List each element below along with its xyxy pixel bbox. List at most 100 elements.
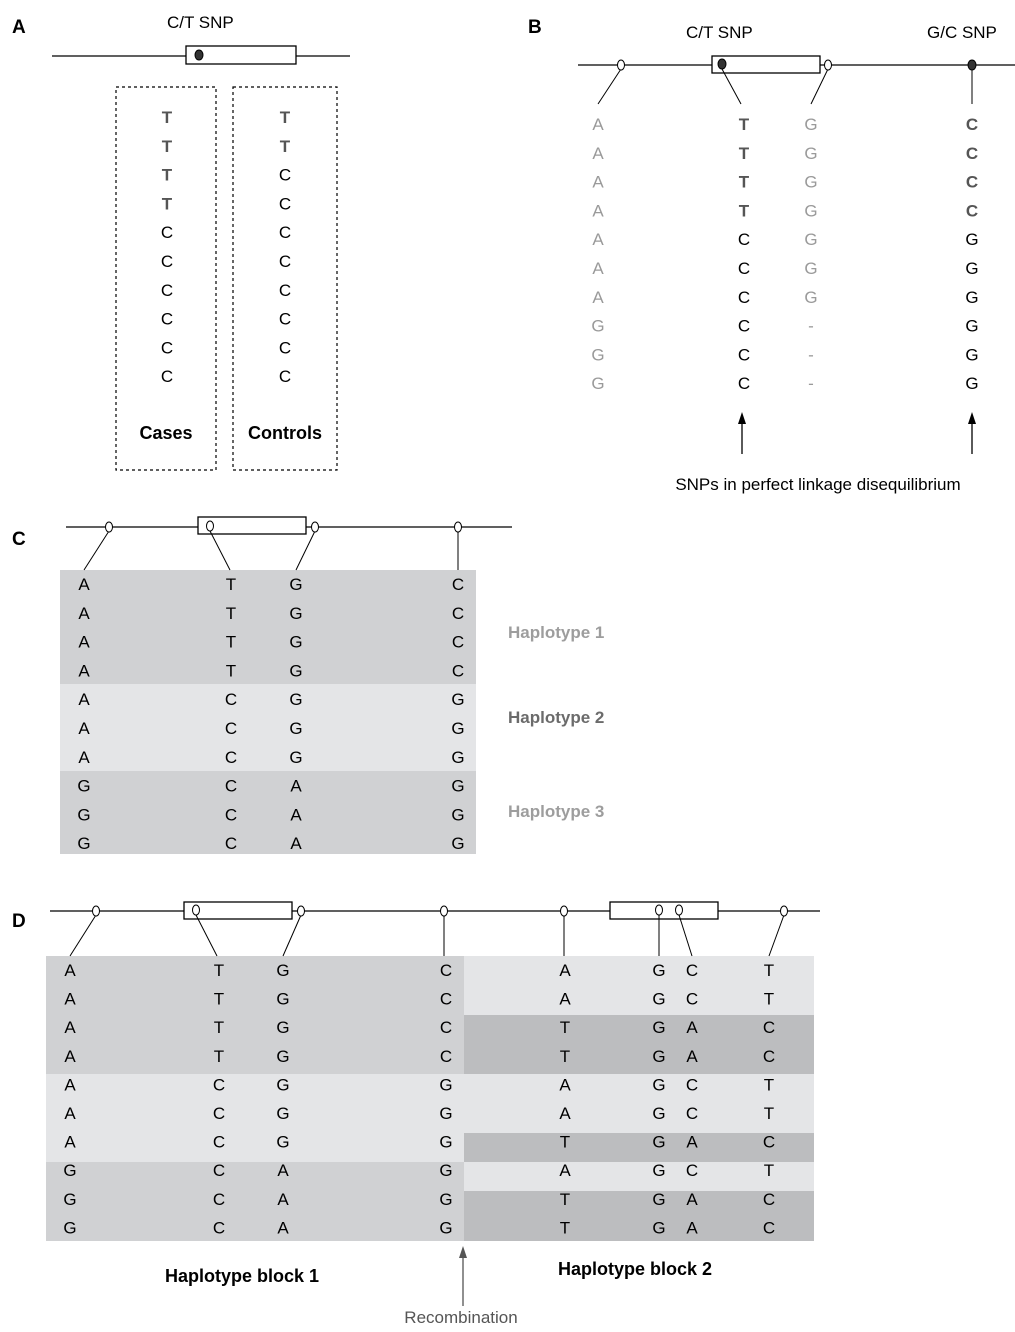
block-2-allele: T [764,1104,774,1123]
block-2-allele: A [686,1047,698,1066]
panel-d-gene-box-2 [609,901,719,920]
panel-b-allele: C [738,259,750,278]
block-2-allele: T [560,1218,570,1237]
block-1-allele: T [214,990,224,1009]
panel-c-allele: C [225,834,237,853]
block-2-allele: A [559,1075,571,1094]
block-2-allele: T [560,1133,570,1152]
block-2-allele: C [686,990,698,1009]
panel-c-snp-marker [454,521,462,533]
panel-b-snp-marker [824,59,832,71]
block-1-allele: G [439,1218,452,1237]
block-2-allele: A [686,1133,698,1152]
block-1-allele: C [440,961,452,980]
panel-d-connector [678,914,693,957]
panel-c-allele: G [451,719,464,738]
panel-c-connector [295,530,316,571]
block-1-allele: G [439,1190,452,1209]
panel-d-snp-marker [92,905,100,917]
panel-b-allele: G [965,259,978,278]
block-2-allele: C [686,961,698,980]
haplotype-2-band [60,684,476,771]
block-2-allele: A [559,961,571,980]
panel-b-connector [721,68,742,105]
block-2-allele: T [764,1075,774,1094]
panel-b-allele: G [965,288,978,307]
panel-b-allele: C [966,115,978,134]
panel-b-allele: A [592,288,604,307]
panel-d-gene-box-1 [183,901,293,920]
panel-d-snp-marker [780,905,788,917]
panel-b-allele: G [804,144,817,163]
panel-b-snp-marker [617,59,625,71]
panel-c-alleles: A T G CA T G CA T G CA T G CA C G GA C G GA C G GG C A GG C A GG C A G [77,575,464,853]
panel-b-allele: G [591,317,604,336]
panel-b-allele: G [804,230,817,249]
panel-b-allele: T [739,115,750,134]
block-2-allele: G [652,1161,665,1180]
block-2-allele: T [764,961,774,980]
controls-allele: C [279,310,291,329]
panel-c-connector [209,530,231,571]
block-2-allele: C [686,1075,698,1094]
block-1-allele: G [439,1104,452,1123]
panel-b-allele: A [592,230,604,249]
block-1-allele: C [213,1190,225,1209]
panel-c-allele: G [451,777,464,796]
cases-allele: C [161,367,173,386]
panel-c-allele: T [226,661,236,680]
panel-b-allele: A [592,201,604,220]
haplotype-3-label: Haplotype 3 [508,802,604,821]
cases-allele: C [161,281,173,300]
ld-caption: SNPs in perfect linkage disequilibrium [675,475,960,494]
panel-a-gene-box [185,45,297,65]
panel-c-snp-marker [105,521,113,533]
panel-b-allele: A [592,259,604,278]
block-2-allele: T [560,1047,570,1066]
block-1-allele: A [64,961,76,980]
controls-allele: T [280,108,291,127]
panel-b-snp2-label: G/C SNP [927,23,997,42]
panel-b-allele: - [808,317,814,336]
controls-allele: C [279,252,291,271]
block-2-allele: G [652,1047,665,1066]
block-2-allele: C [763,1133,775,1152]
controls-box [232,86,338,471]
block-1-allele: T [214,1018,224,1037]
block-1-allele: G [276,1104,289,1123]
block-1-allele: G [63,1161,76,1180]
panel-c-allele: A [78,719,90,738]
block-2-allele: G [652,1018,665,1037]
block-1-allele: C [213,1161,225,1180]
block-2-allele: T [560,1190,570,1209]
controls-allele: C [279,194,291,213]
block-2-allele: A [686,1190,698,1209]
block-1-allele: A [64,1104,76,1123]
block-2-allele: C [763,1190,775,1209]
panel-b-allele: G [804,288,817,307]
block-1-allele: A [64,1133,76,1152]
block-1-label: Haplotype block 1 [165,1266,319,1286]
block-2-allele: A [559,1161,571,1180]
panel-b-allele: A [592,173,604,192]
panel-d-alleles: A T G CA T G CA T G CA T G CA C G GA C G GA C G GG C A GG C A GG C A G… [63,961,775,1237]
block-1-allele: G [439,1161,452,1180]
block-2-allele: G [652,990,665,1009]
panel-a-snp-label: C/T SNP [167,13,234,32]
panel-b-allele: C [966,173,978,192]
panel-b-snp-marker [717,58,727,70]
block-2-label: Haplotype block 2 [558,1259,712,1279]
block-2-band [464,956,814,1015]
block-2-allele: A [686,1018,698,1037]
block-1-allele: T [214,961,224,980]
panel-d-snp-marker [440,905,448,917]
panel-d-snp-marker [560,905,568,917]
block-2-band [464,1191,814,1241]
panel-c-allele: T [226,633,236,652]
panel-c-allele: G [451,805,464,824]
panel-c-allele: A [78,604,90,623]
panel-d-snp-marker [675,904,683,916]
cases-allele: C [161,310,173,329]
